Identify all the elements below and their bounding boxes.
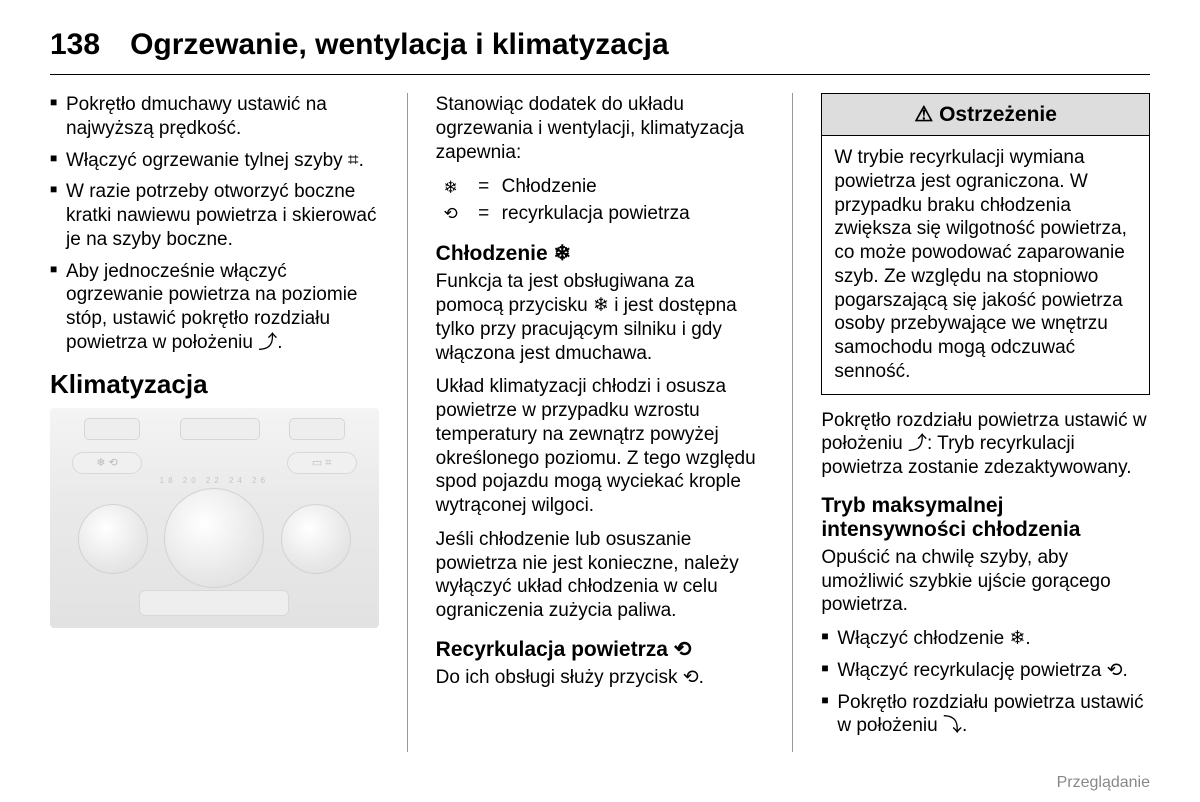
body-paragraph: Układ klimatyzacji chłodzi i osusza powi… — [436, 375, 765, 518]
warning-box: ⚠ Ostrzeżenie W trybie recyrkulacji wymi… — [821, 93, 1150, 395]
column-3: ⚠ Ostrzeżenie W trybie recyrkulacji wymi… — [821, 93, 1150, 752]
legend-label: Chłodzenie — [502, 174, 597, 201]
intro-paragraph: Stanowiąc dodatek do układu ogrzewania i… — [436, 93, 765, 164]
panel-icon-row: ❄ ⟲ ▭ ⌗ — [50, 452, 379, 474]
climate-control-illustration: ❄ ⟲ ▭ ⌗ 18 20 22 24 26 — [50, 408, 379, 628]
list-item: Włączyć recyrkulację powietrza ⟲. — [821, 659, 1150, 683]
air-distribution-dial-icon — [78, 504, 148, 574]
heading-max-cooling: Tryb maksymalnej intensywności chłodzeni… — [821, 494, 1150, 542]
body-paragraph: Do ich obsługi służy przycisk ⟲. — [436, 666, 765, 690]
legend-row: ⟲ = recyrkulacja powietrza — [436, 201, 765, 228]
list-item: W razie potrzeby otworzyć boczne kratki … — [50, 180, 379, 251]
warning-title: ⚠ Ostrzeżenie — [822, 94, 1149, 136]
fan-speed-dial-icon — [281, 504, 351, 574]
column-1: Pokrętło dmuchawy ustawić na najwyższą p… — [50, 93, 379, 752]
equals-sign: = — [476, 174, 492, 201]
panel-pill-icon: ▭ ⌗ — [287, 452, 357, 474]
panel-button-icon — [180, 418, 260, 440]
list-item: Włączyć ogrzewanie tylnej szyby ⌗. — [50, 149, 379, 173]
vent-slot-icon — [139, 590, 289, 616]
chapter-title: Ogrzewanie, wentylacja i klimatyzacja — [130, 28, 669, 62]
heading-recirculation: Recyrkulacja powietrza ⟲ — [436, 637, 765, 662]
body-paragraph: Funkcja ta jest obsługiwana za pomocą pr… — [436, 270, 765, 365]
snowflake-icon: ❄ — [436, 176, 466, 200]
list-item: Włączyć chłodzenie ❄. — [821, 627, 1150, 651]
temperature-dial-icon — [164, 488, 264, 588]
legend: ❄ = Chłodzenie ⟲ = recyrkulacja powietrz… — [436, 174, 765, 227]
legend-label: recyrkulacja powietrza — [502, 201, 690, 228]
list-item: Aby jednocześnie włączyć ogrzewanie powi… — [50, 260, 379, 355]
panel-button-icon — [289, 418, 345, 440]
recirculation-icon: ⟲ — [436, 202, 466, 226]
heading-cooling: Chłodzenie ❄ — [436, 241, 765, 266]
list-item: Pokrętło dmuchawy ustawić na najwyższą p… — [50, 93, 379, 141]
column-2: Stanowiąc dodatek do układu ogrzewania i… — [436, 93, 765, 752]
column-divider — [407, 93, 408, 752]
page-number: 138 — [50, 28, 100, 62]
list-item: Pokrętło rozdziału powietrza ustawić w p… — [821, 691, 1150, 739]
column-divider — [792, 93, 793, 752]
bullet-list-1: Pokrętło dmuchawy ustawić na najwyższą p… — [50, 93, 379, 355]
section-klimatyzacja: Klimatyzacja — [50, 369, 379, 400]
content-columns: Pokrętło dmuchawy ustawić na najwyższą p… — [50, 93, 1150, 752]
legend-row: ❄ = Chłodzenie — [436, 174, 765, 201]
bullet-list-2: Włączyć chłodzenie ❄. Włączyć recyrkulac… — [821, 627, 1150, 738]
body-paragraph: Opuścić na chwilę szyby, aby umożliwić s… — [821, 546, 1150, 617]
warning-body: W trybie recyrkulacji wymiana powietrza … — [822, 136, 1149, 394]
body-paragraph: Jeśli chłodzenie lub osuszanie powietrza… — [436, 528, 765, 623]
panel-button-icon — [84, 418, 140, 440]
page-header: 138 Ogrzewanie, wentylacja i klimatyzacj… — [50, 28, 1150, 75]
panel-pill-icon: ❄ ⟲ — [72, 452, 142, 474]
temperature-marks: 18 20 22 24 26 — [160, 476, 269, 485]
body-paragraph: Pokrętło rozdziału powietrza ustawić w p… — [821, 409, 1150, 480]
equals-sign: = — [476, 201, 492, 228]
footer-label: Przeglądanie — [1057, 774, 1150, 792]
